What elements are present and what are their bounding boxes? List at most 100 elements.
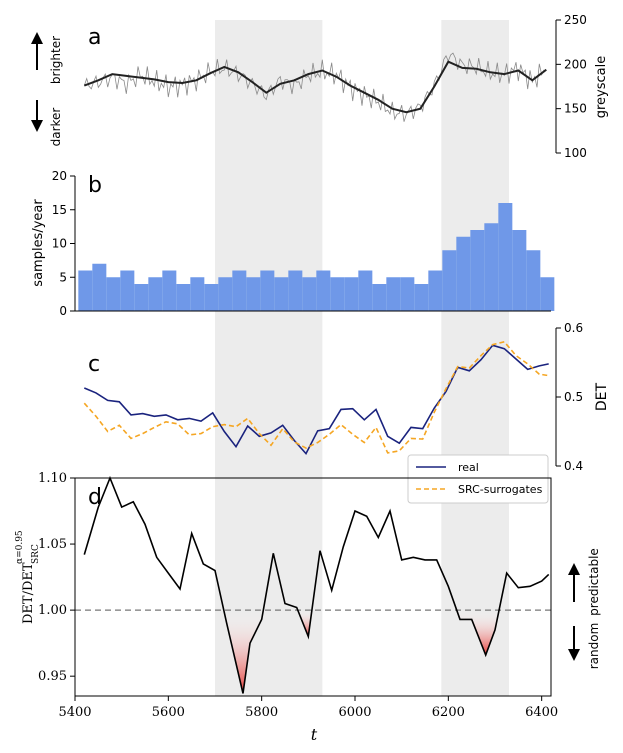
c-ylabel: DET — [594, 382, 610, 411]
a-tick-label-250: 250 — [564, 13, 587, 27]
bar-5720 — [218, 277, 233, 311]
d-y-ticks: 0.95 1.00 1.05 1.10 — [38, 471, 75, 684]
b-tick-label-10: 10 — [52, 237, 67, 251]
brighter-label: brighter — [49, 36, 63, 84]
bar-5990 — [344, 277, 359, 311]
bar-6260 — [470, 230, 485, 311]
bar-6020 — [358, 270, 373, 311]
bar-5630 — [176, 284, 191, 311]
legend-real-label: real — [458, 461, 479, 474]
raw-greyscale-series — [83, 52, 545, 122]
random-arrow — [568, 626, 580, 661]
c-tick-label-0.4: 0.4 — [564, 459, 583, 473]
legend: real SRC-surrogates — [407, 454, 549, 504]
predictable-label: predictable — [587, 548, 601, 616]
a-tick-label-100: 100 — [564, 146, 587, 160]
panel-letter-c: c — [88, 352, 100, 377]
bar-5930 — [316, 270, 331, 311]
x-tick-label-5600: 5600 — [152, 705, 185, 720]
d-tick-label-1.05: 1.05 — [38, 537, 67, 552]
red-fill-region-3 — [456, 610, 500, 655]
real-det-line — [83, 344, 549, 456]
bar-6200 — [442, 250, 457, 311]
x-tick-label-6000: 6000 — [338, 705, 371, 720]
darker-label: darker — [49, 108, 63, 147]
d-tick-label-1: 1.00 — [38, 603, 67, 618]
bar-5480 — [106, 277, 121, 311]
a-ylabel: greyscale — [594, 56, 609, 119]
smoothed-greyscale-series — [83, 60, 547, 114]
a-tick-label-200: 200 — [564, 57, 587, 71]
bar-5690 — [204, 284, 219, 311]
b-tick-label-5: 5 — [59, 270, 67, 284]
panel-a: 100 150 200 250 a greyscale brighter darker — [31, 13, 609, 160]
red-fill-region-2 — [297, 610, 312, 637]
random-label: random — [587, 623, 601, 670]
c-y-ticks: 0.4 0.5 0.6 — [556, 321, 583, 473]
darker-arrow — [31, 100, 43, 132]
bar-5600 — [162, 270, 177, 311]
b-tick-label-15: 15 — [52, 203, 67, 217]
d-axes-frame — [74, 477, 552, 697]
panel-d: 0.95 1.00 1.05 1.10 5400 5600 5800 6000 6200 640… — [15, 471, 601, 744]
legend-surrogate-label: SRC-surrogates — [458, 483, 543, 496]
bar-6050 — [372, 284, 387, 311]
bar-5450 — [92, 263, 107, 311]
bar-6290 — [484, 223, 499, 311]
d-ylabel-sup: α=0.95 — [15, 530, 25, 564]
shaded-regions — [215, 20, 509, 696]
bar-5750 — [232, 270, 247, 311]
bar-5540 — [134, 284, 149, 311]
bar-6320 — [498, 203, 513, 311]
det-series — [83, 340, 549, 456]
x-tick-label-5400: 5400 — [58, 705, 91, 720]
x-tick-label-6400: 6400 — [525, 705, 558, 720]
a-y-ticks: 100 150 200 250 — [556, 13, 587, 160]
predictable-arrow — [568, 563, 580, 602]
panel-letter-a: a — [88, 25, 101, 50]
x-axis-label: t — [311, 725, 318, 744]
bar-5840 — [274, 277, 289, 311]
x-tick-label-6200: 6200 — [432, 705, 465, 720]
bar-5420 — [78, 270, 93, 311]
bar-5870 — [288, 270, 303, 311]
c-tick-label-0.6: 0.6 — [564, 321, 583, 335]
below-one-fill — [223, 610, 500, 694]
ratio-series — [83, 475, 550, 694]
b-tick-label-20: 20 — [52, 169, 67, 183]
panel-letter-d: d — [88, 485, 102, 510]
a-tick-label-150: 150 — [564, 102, 587, 116]
d-tick-label-1.1: 1.10 — [38, 471, 67, 486]
bar-6380 — [526, 250, 541, 311]
d-ylabel: DET/DET α=0.95 SRC — [15, 530, 41, 624]
raw-greyscale-line — [83, 52, 545, 122]
b-tick-label-0: 0 — [59, 304, 67, 318]
bar-6350 — [512, 230, 527, 311]
panel-letter-b: b — [88, 173, 102, 198]
surrogate-det-line — [83, 340, 549, 454]
red-fill-region-1 — [223, 610, 264, 694]
bar-6110 — [400, 277, 415, 311]
x-tick-label-5800: 5800 — [245, 705, 278, 720]
smoothed-greyscale-line — [83, 60, 547, 114]
panel-c: 0.4 0.5 0.6 c DET real SRC-surrogates — [83, 321, 610, 504]
c-tick-label-0.5: 0.5 — [564, 390, 583, 404]
b-y-ticks: 0 5 10 15 20 — [52, 169, 75, 318]
d-ylabel-sub: SRC — [31, 544, 41, 564]
x-ticks: 5400 5600 5800 6000 6200 6400 — [58, 696, 558, 720]
panel-b: 0 5 10 15 20 b samples/year — [31, 169, 555, 318]
d-tick-label-0.95: 0.95 — [38, 669, 67, 684]
bar-6230 — [456, 236, 471, 311]
bar-6080 — [386, 277, 401, 311]
bar-5900 — [302, 277, 317, 311]
bar-5960 — [330, 277, 345, 311]
d-ylabel-main: DET/DET — [21, 562, 36, 624]
bar-5510 — [120, 270, 135, 311]
samples-bars — [78, 203, 555, 311]
ratio-line — [83, 475, 550, 694]
bar-5570 — [148, 277, 163, 311]
shaded-region-1 — [215, 20, 323, 696]
brighter-arrow — [31, 32, 43, 70]
shaded-region-2 — [441, 20, 509, 696]
